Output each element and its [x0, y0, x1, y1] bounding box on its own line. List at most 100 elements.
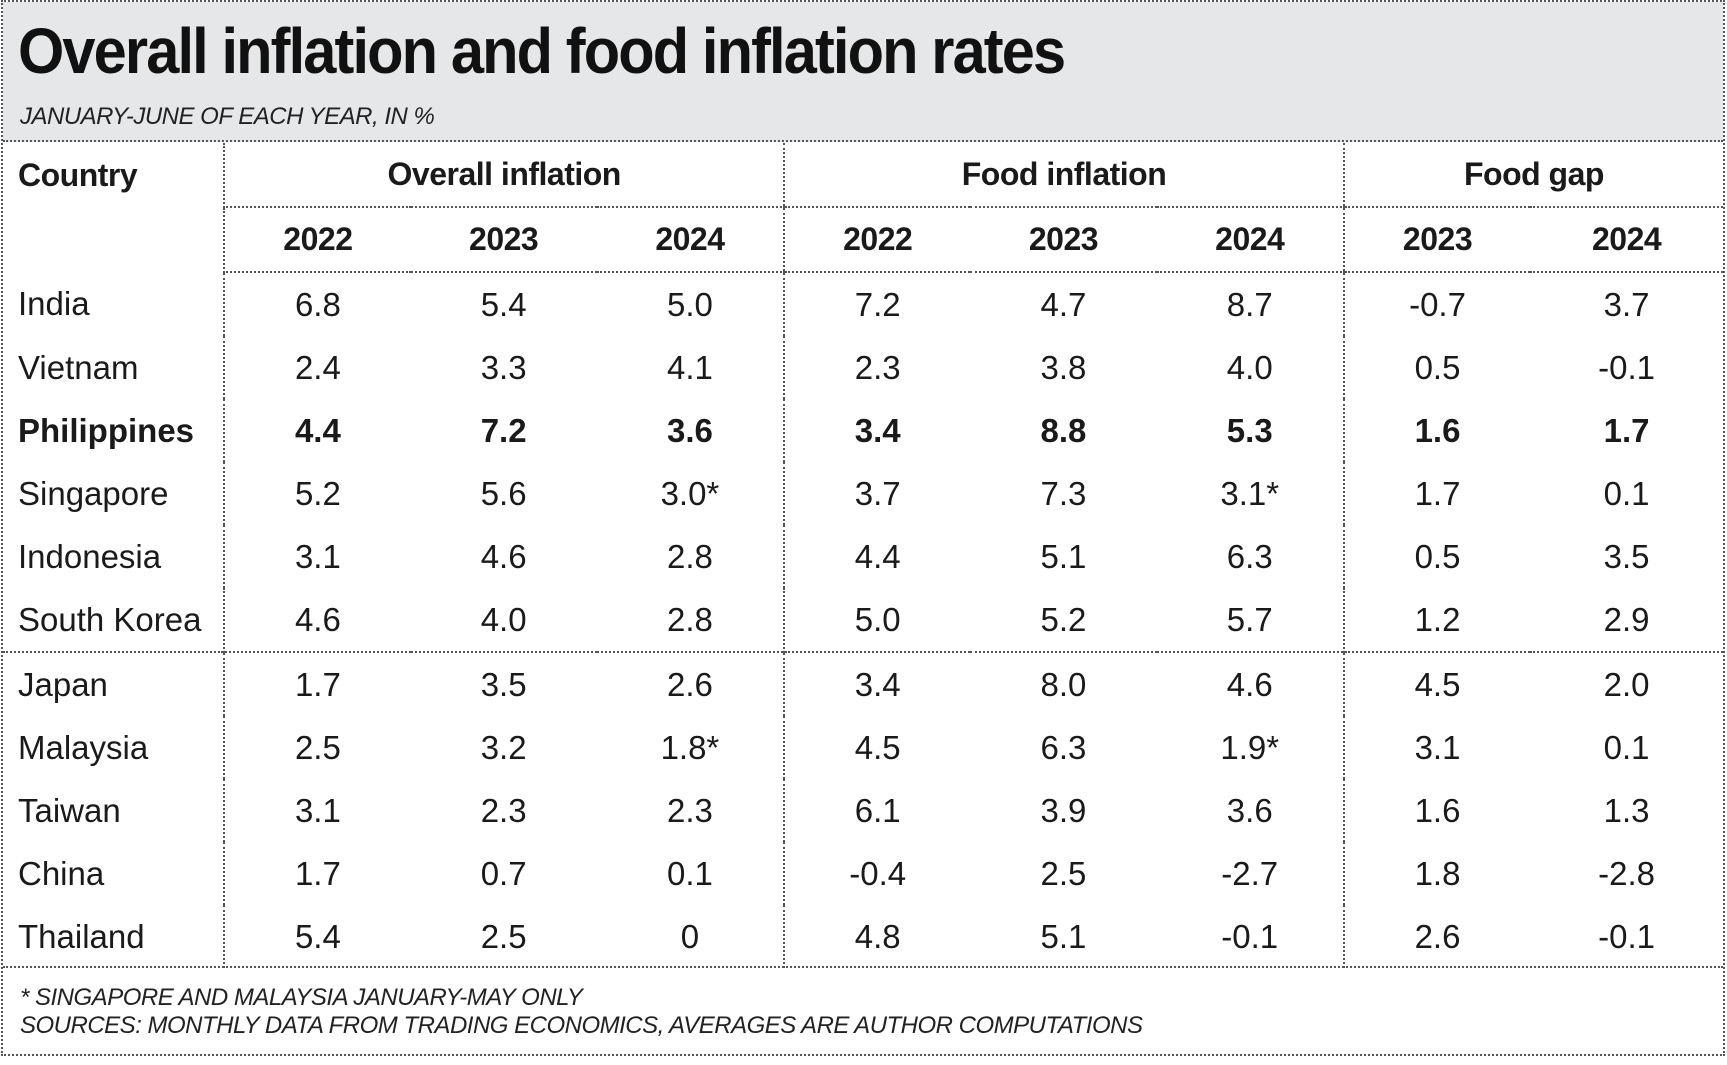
- year-header: 2023: [1342, 207, 1531, 273]
- value-cell: 7.2: [480, 411, 527, 449]
- value-cell: 1.6: [1342, 779, 1531, 842]
- value-cell: 5.2: [223, 462, 411, 525]
- header-row-years: 2022 2023 2024 2022 2023 2024 2023 2024: [3, 207, 1723, 273]
- table-row: India 6.8 5.4 5.0 7.2 4.7 8.7 -0.7 3.7: [3, 272, 1723, 336]
- value-cell: 6.8: [223, 272, 411, 336]
- value-cell: 3.1*: [1220, 474, 1280, 512]
- country-cell: South Korea: [18, 600, 202, 638]
- value-cell: 3.1: [223, 779, 411, 842]
- value-cell: 0.5: [1342, 525, 1531, 588]
- value-cell: 6.3: [1040, 728, 1087, 766]
- year-header: 2024: [1156, 207, 1344, 273]
- value-cell: 0.5: [1342, 336, 1531, 399]
- value-cell: 1.6: [1342, 399, 1531, 462]
- value-cell: 3.8: [1040, 348, 1087, 386]
- value-cell: 2.9: [1603, 600, 1650, 638]
- value-cell: 3.7: [1603, 285, 1650, 323]
- value-cell: 4.6: [223, 588, 411, 652]
- value-cell: 3.5: [1603, 537, 1650, 575]
- value-cell: -0.1: [1598, 348, 1655, 386]
- value-cell: 0.7: [480, 854, 527, 892]
- value-cell: 2.8: [666, 600, 713, 638]
- value-cell: 3.1: [1342, 716, 1531, 779]
- year-header: 2024: [1530, 207, 1723, 273]
- value-cell: 1.8*: [660, 728, 720, 766]
- value-cell: 1.8: [1342, 842, 1531, 905]
- table-row: China 1.7 0.7 0.1 -0.4 2.5 -2.7 1.8 -2.8: [3, 842, 1723, 905]
- group-header-food-gap: Food gap: [1342, 143, 1723, 208]
- value-cell: 4.1: [666, 348, 713, 386]
- table-row: Philippines 4.4 7.2 3.6 3.4 8.8 5.3 1.6 1.7: [3, 399, 1723, 462]
- country-header: Country: [18, 157, 138, 193]
- value-cell: 1.3: [1603, 791, 1650, 829]
- country-cell: Taiwan: [18, 791, 121, 829]
- value-cell: 2.6: [1342, 905, 1531, 968]
- value-cell: 2.3: [666, 791, 713, 829]
- value-cell: 2.0: [1530, 651, 1723, 716]
- table-row: Taiwan 3.1 2.3 2.3 6.1 3.9 3.6 1.6 1.3: [3, 779, 1723, 842]
- value-cell: 3.4: [783, 651, 971, 716]
- value-cell: 4.6: [1156, 651, 1344, 716]
- table-row: Malaysia 2.5 3.2 1.8* 4.5 6.3 1.9* 3.1 0.1: [3, 716, 1723, 779]
- value-cell: 0.1: [1603, 728, 1650, 766]
- value-cell: 2.5: [1040, 854, 1087, 892]
- year-header: 2022: [223, 207, 411, 273]
- value-cell: 3.1: [223, 525, 411, 588]
- table-row: Thailand 5.4 2.5 0 4.8 5.1 -0.1 2.6 -0.1: [3, 905, 1723, 968]
- year-header: 2022: [783, 207, 971, 273]
- value-cell: 2.4: [223, 336, 411, 399]
- group-header-food-inflation: Food inflation: [783, 143, 1344, 208]
- country-cell: Philippines: [18, 411, 195, 449]
- value-cell: 8.0: [970, 651, 1157, 716]
- value-cell: 4.7: [1040, 285, 1087, 323]
- year-header: 2023: [410, 207, 597, 273]
- value-cell: 3.5: [410, 651, 597, 716]
- country-cell: Malaysia: [18, 728, 149, 766]
- value-cell: 4.0: [480, 600, 527, 638]
- value-cell: 2.5: [223, 716, 411, 779]
- table-row: Vietnam 2.4 3.3 4.1 2.3 3.8 4.0 0.5 -0.1: [3, 336, 1723, 399]
- value-cell: 4.5: [1342, 651, 1531, 716]
- value-cell: 1.7: [1603, 411, 1650, 449]
- value-cell: 2.3: [783, 336, 971, 399]
- value-cell: 4.5: [783, 716, 971, 779]
- chart-subtitle: JANUARY-JUNE OF EACH YEAR, IN %: [20, 103, 435, 130]
- table-row: Singapore 5.2 5.6 3.0* 3.7 7.3 3.1* 1.7 0.1: [3, 462, 1723, 525]
- value-cell: 3.4: [783, 399, 971, 462]
- value-cell: 8.7: [1226, 285, 1273, 323]
- value-cell: 2.6: [596, 651, 785, 716]
- value-cell: 5.7: [1226, 600, 1273, 638]
- value-cell: 7.2: [783, 272, 971, 336]
- source-note: SOURCES: MONTHLY DATA FROM TRADING ECONO…: [20, 1012, 1143, 1039]
- header-row-groups: Country Overall inflation Food inflation…: [3, 143, 1723, 208]
- value-cell: 3.9: [1040, 791, 1087, 829]
- country-cell: China: [18, 854, 105, 892]
- table-body: India 6.8 5.4 5.0 7.2 4.7 8.7 -0.7 3.7 Vietnam 2.4…: [3, 272, 1723, 968]
- value-cell: 5.3: [1226, 411, 1273, 449]
- country-cell: Indonesia: [18, 537, 162, 575]
- inflation-table: Country Overall inflation Food inflation…: [3, 143, 1723, 968]
- country-cell: Singapore: [18, 474, 169, 512]
- value-cell: -2.8: [1598, 854, 1655, 892]
- chart-footer: * SINGAPORE AND MALAYSIA JANUARY-MAY ONL…: [3, 966, 1723, 1054]
- table-row: Japan 1.7 3.5 2.6 3.4 8.0 4.6 4.5 2.0: [3, 651, 1723, 716]
- table-row: South Korea 4.6 4.0 2.8 5.0 5.2 5.7 1.2 2.9: [3, 588, 1723, 652]
- value-cell: 5.4: [480, 285, 527, 323]
- value-cell: 5.1: [1040, 917, 1087, 955]
- value-cell: 1.7: [223, 842, 411, 905]
- value-cell: 4.6: [480, 537, 527, 575]
- value-cell: 8.8: [1040, 411, 1087, 449]
- value-cell: 1.2: [1342, 588, 1531, 652]
- value-cell: 1.7: [1342, 462, 1531, 525]
- value-cell: -0.7: [1342, 272, 1531, 336]
- value-cell: 3.7: [783, 462, 971, 525]
- value-cell: 3.6: [666, 411, 713, 449]
- country-cell: Vietnam: [18, 348, 139, 386]
- value-cell: -0.4: [783, 842, 971, 905]
- value-cell: 0.1: [1603, 474, 1650, 512]
- value-cell: 5.2: [1040, 600, 1087, 638]
- country-cell: Thailand: [18, 917, 145, 955]
- value-cell: 1.7: [223, 651, 411, 716]
- value-cell: 3.2: [480, 728, 527, 766]
